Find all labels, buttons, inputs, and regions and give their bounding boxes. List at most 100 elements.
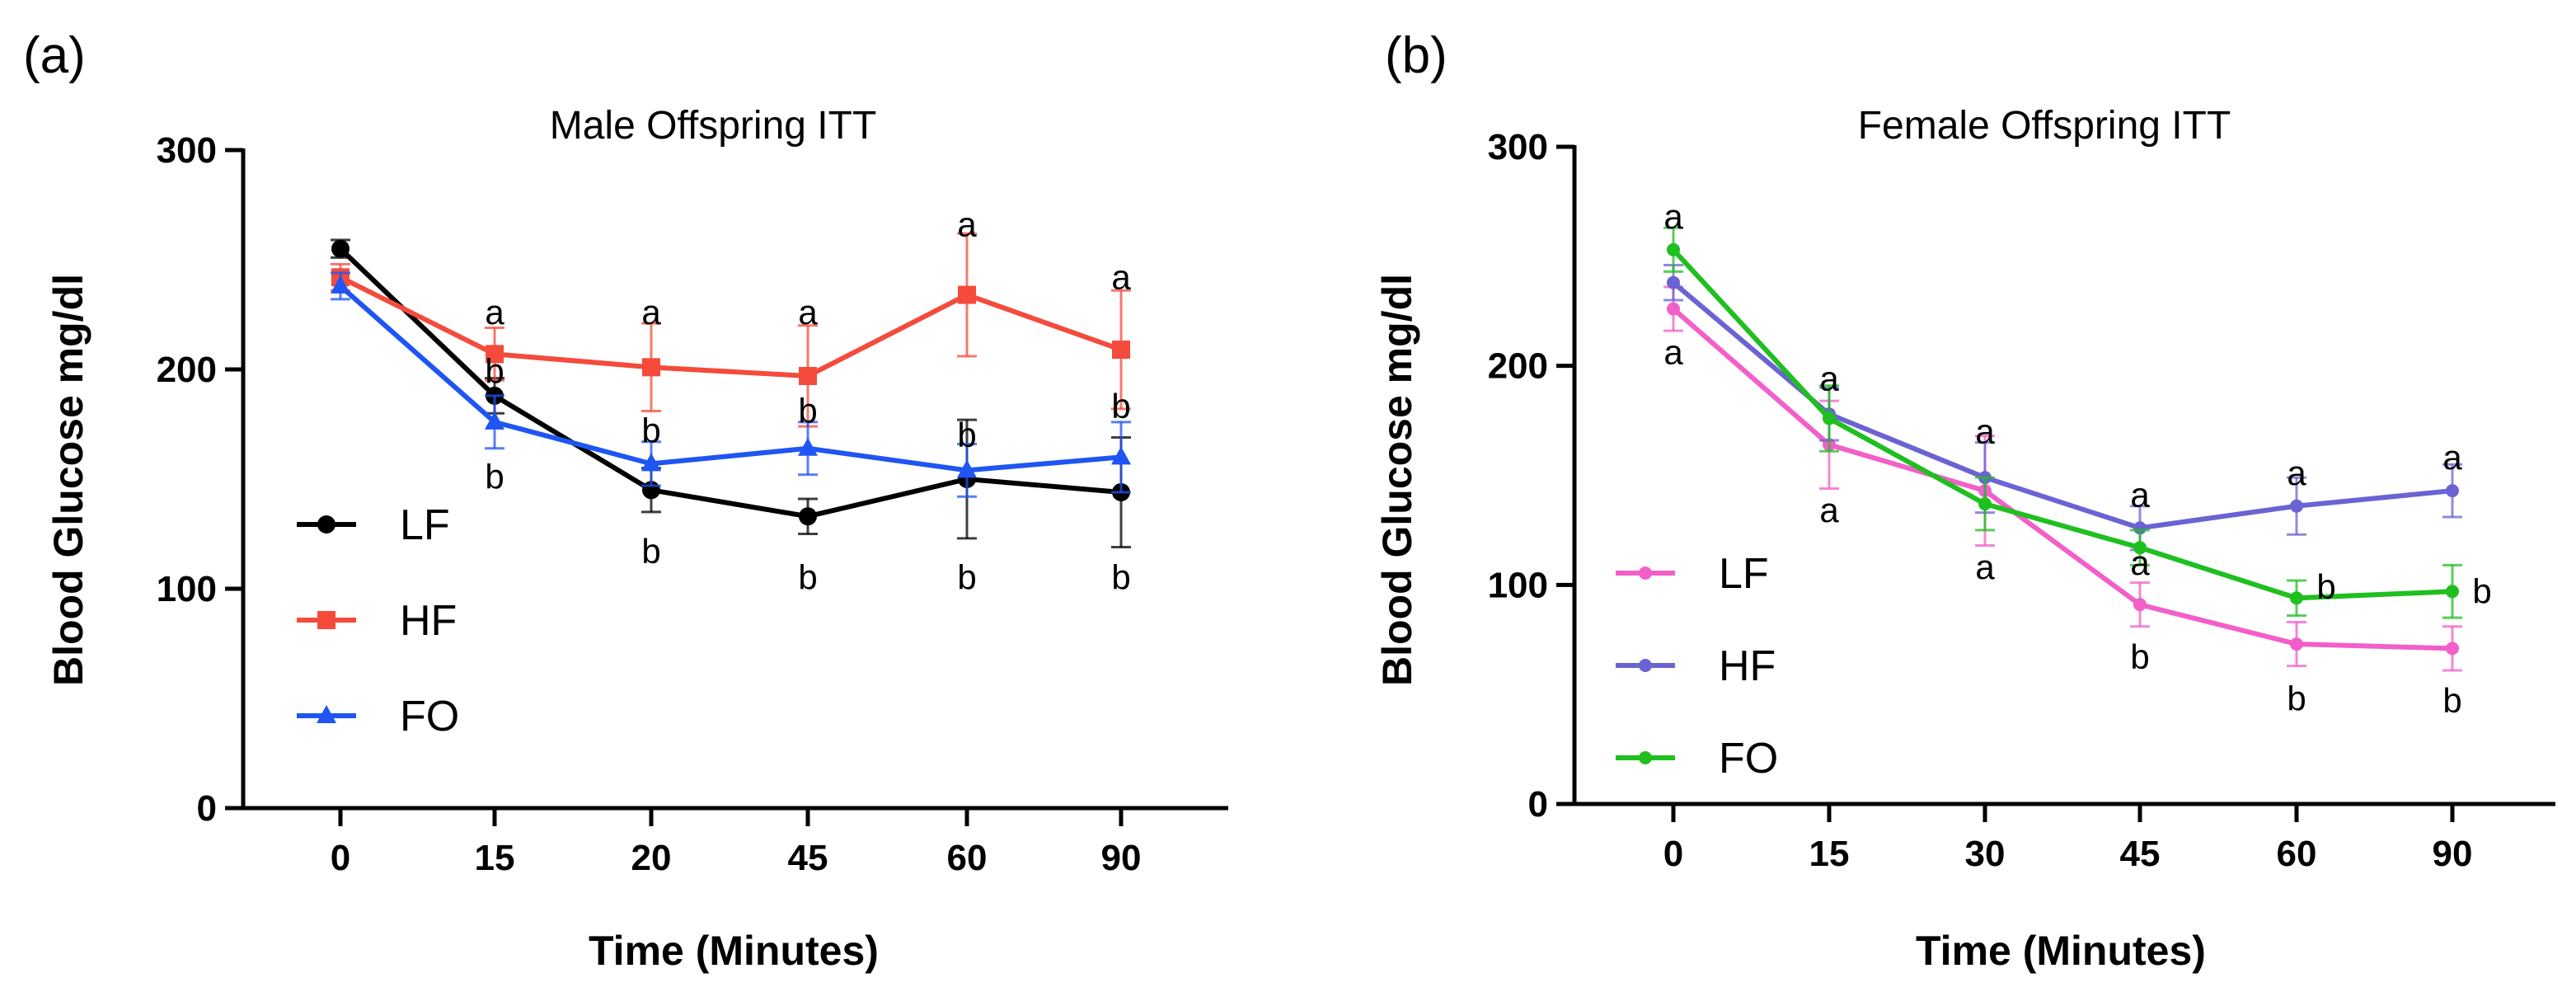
data-point bbox=[1823, 411, 1836, 425]
series-line bbox=[1672, 280, 2453, 531]
panel-label: (b) bbox=[1385, 27, 1448, 84]
y-tick-label: 0 bbox=[197, 788, 217, 829]
y-tick-label: 200 bbox=[157, 350, 217, 390]
x-tick-label: 30 bbox=[1965, 834, 2006, 874]
significance-letter: b bbox=[641, 532, 660, 571]
data-point bbox=[331, 239, 350, 258]
x-tick-label: 60 bbox=[947, 838, 988, 878]
legend-label: LF bbox=[400, 501, 450, 549]
data-point bbox=[1112, 341, 1130, 360]
chart-panel-b: (b) Female Offspring ITT 0 100 200 300 0 15 30 45… bbox=[1374, 27, 2555, 974]
legend-label: FO bbox=[400, 693, 459, 740]
data-point bbox=[642, 358, 660, 377]
significance-letter: a bbox=[485, 293, 504, 331]
data-point bbox=[1639, 566, 1652, 580]
panel-label: (a) bbox=[23, 27, 86, 84]
data-point bbox=[486, 345, 504, 364]
data-point bbox=[331, 275, 350, 294]
x-tick-label: 0 bbox=[1663, 834, 1683, 874]
x-tick-label: 60 bbox=[2277, 834, 2317, 874]
data-point bbox=[798, 437, 818, 456]
series-lf bbox=[1663, 285, 2462, 672]
data-point bbox=[1111, 446, 1131, 465]
chart-title: Male Offspring ITT bbox=[550, 104, 877, 148]
significance-letter: a bbox=[1819, 491, 1839, 529]
significance-letter: b bbox=[1111, 387, 1130, 425]
significance-letter: b bbox=[2287, 679, 2306, 717]
legend: LF HF FO bbox=[297, 501, 459, 740]
x-tick-label: 20 bbox=[631, 838, 672, 878]
legend-item-hf: HF bbox=[297, 597, 457, 645]
data-point bbox=[317, 705, 336, 723]
significance-letter: b bbox=[2130, 637, 2149, 676]
significance-letter: b bbox=[485, 457, 504, 496]
legend-label: HF bbox=[400, 597, 457, 645]
data-point bbox=[2290, 637, 2303, 651]
y-axis-label: Blood Glucose mg/dl bbox=[45, 274, 91, 686]
data-point bbox=[958, 285, 976, 304]
legend-item-fo: FO bbox=[297, 693, 459, 740]
significance-letter: a bbox=[1819, 360, 1839, 398]
legend-label: LF bbox=[1719, 550, 1769, 598]
significance-letter: a bbox=[1111, 257, 1131, 296]
series-line bbox=[339, 275, 1123, 379]
legend-item-lf: LF bbox=[1616, 550, 1769, 598]
y-tick-label: 300 bbox=[157, 130, 217, 171]
series-line bbox=[338, 247, 1122, 519]
significance-letter: a bbox=[957, 204, 977, 243]
significance-letter: a bbox=[641, 293, 661, 331]
significance-letter: b bbox=[1111, 558, 1130, 597]
x-tick-label: 0 bbox=[331, 838, 350, 878]
data-point bbox=[1639, 659, 1652, 672]
significance-letter: b bbox=[957, 416, 976, 454]
y-tick-label: 200 bbox=[1488, 346, 1548, 387]
x-axis-label: Time (Minutes) bbox=[1916, 928, 2206, 974]
y-tick-label: 100 bbox=[157, 569, 217, 609]
significance-letter: b bbox=[798, 392, 817, 430]
significance-letter: a bbox=[2442, 438, 2462, 477]
significance-letter: a bbox=[2130, 475, 2150, 514]
data-point bbox=[1667, 302, 1680, 316]
data-point bbox=[957, 459, 977, 478]
significance-letter: a bbox=[1663, 197, 1683, 236]
x-tick-label: 45 bbox=[2120, 834, 2161, 874]
data-point bbox=[1667, 275, 1680, 289]
legend-item-hf: HF bbox=[1616, 642, 1776, 690]
data-point bbox=[317, 611, 335, 629]
y-tick-label: 0 bbox=[1528, 784, 1548, 825]
data-point bbox=[1667, 242, 1680, 256]
y-axis-label: Blood Glucose mg/dl bbox=[1374, 274, 1420, 686]
series-line bbox=[1671, 247, 2453, 601]
significance-letter: a bbox=[1975, 548, 1995, 586]
significance-letter: b bbox=[2472, 571, 2491, 610]
legend: LF HF FO bbox=[1616, 550, 1778, 783]
x-tick-label: 15 bbox=[1809, 834, 1850, 874]
data-point bbox=[2446, 484, 2459, 498]
legend-label: FO bbox=[1719, 735, 1778, 783]
series-line bbox=[1672, 307, 2453, 651]
data-point bbox=[2290, 591, 2303, 605]
series-fo bbox=[331, 271, 1131, 498]
x-tick-label: 45 bbox=[788, 838, 828, 878]
significance-letter: b bbox=[641, 411, 660, 449]
significance-letter: a bbox=[1975, 411, 1995, 450]
series-fo bbox=[1663, 226, 2462, 619]
significance-letter: b bbox=[798, 558, 817, 597]
legend-item-lf: LF bbox=[297, 501, 450, 549]
y-tick-label: 100 bbox=[1488, 565, 1548, 605]
significance-letter: b bbox=[957, 558, 976, 597]
legend-label: HF bbox=[1719, 642, 1776, 690]
significance-letter: a bbox=[2287, 454, 2306, 492]
significance-letter: b bbox=[2316, 567, 2335, 606]
data-point bbox=[2446, 585, 2459, 599]
data-point bbox=[641, 453, 661, 472]
data-point bbox=[1639, 751, 1652, 764]
data-point bbox=[799, 366, 817, 385]
significance-letter: a bbox=[2130, 543, 2150, 582]
data-point bbox=[799, 507, 817, 526]
data-point bbox=[2133, 541, 2147, 555]
y-tick-label: 300 bbox=[1488, 127, 1548, 167]
significance-letter: b bbox=[485, 352, 504, 391]
series-hf bbox=[331, 232, 1131, 428]
significance-letter: a bbox=[1663, 333, 1683, 372]
